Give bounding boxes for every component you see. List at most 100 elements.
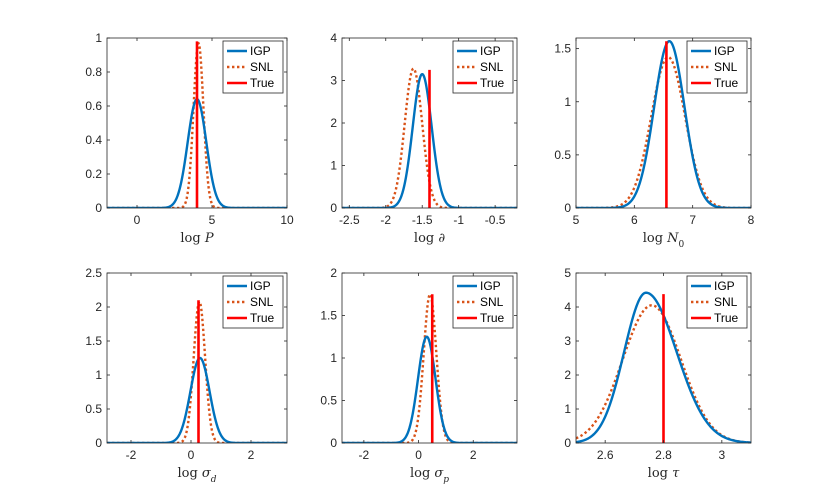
legend-label-true: True bbox=[250, 76, 275, 90]
legend-label-igp: IGP bbox=[480, 279, 501, 293]
y-tick-label: 4 bbox=[330, 31, 337, 45]
legend: IGP SNL True bbox=[222, 40, 284, 94]
series-line-igp bbox=[342, 335, 517, 443]
x-axis-label: log σd bbox=[177, 466, 216, 485]
x-axis-label-part: 0 bbox=[679, 240, 685, 250]
panel-1: 0 5 10 0 0.2 0.4 0.6 0.8 1 log P IGP SNL True bbox=[85, 31, 294, 246]
x-axis-label-part: d bbox=[211, 475, 217, 485]
y-tick-label: 0.4 bbox=[85, 133, 102, 147]
x-tick-label: 2 bbox=[248, 448, 255, 462]
legend-label-igp: IGP bbox=[480, 44, 501, 58]
legend-label-true: True bbox=[714, 76, 739, 90]
x-tick-label: 7 bbox=[689, 213, 696, 227]
y-tick-label: 0 bbox=[564, 436, 571, 450]
y-tick-label: 0.5 bbox=[554, 148, 571, 162]
axes-frame bbox=[106, 272, 288, 444]
y-tick-label: 1.5 bbox=[554, 42, 571, 56]
axes-frame bbox=[575, 37, 752, 209]
y-tick-label: 0 bbox=[330, 201, 337, 215]
x-tick-label: -2 bbox=[126, 448, 137, 462]
legend: IGP SNL True bbox=[686, 40, 748, 94]
y-tick-label: 5 bbox=[564, 266, 571, 280]
x-axis-label-part: log bbox=[648, 466, 672, 481]
y-tick-label: 3 bbox=[564, 334, 571, 348]
x-tick-label: 8 bbox=[748, 213, 755, 227]
x-tick-label: 5 bbox=[209, 213, 216, 227]
x-axis-label-part: σ bbox=[202, 466, 212, 481]
legend-label-snl: SNL bbox=[714, 295, 738, 309]
y-tick-label: 0 bbox=[95, 201, 102, 215]
y-tick-label: 2 bbox=[330, 116, 337, 130]
x-tick-label: -2 bbox=[359, 448, 370, 462]
legend-label-snl: SNL bbox=[714, 60, 738, 74]
legend: IGP SNL True bbox=[686, 275, 748, 329]
x-axis-label-part: N bbox=[666, 231, 679, 246]
x-tick-label: 10 bbox=[280, 213, 294, 227]
x-tick-label: 3 bbox=[718, 448, 725, 462]
panel-4: -2 0 2 0 0.5 1 1.5 2 2.5 log σd IGP SNL True bbox=[85, 266, 288, 485]
x-axis-label: log N0 bbox=[643, 231, 685, 250]
y-tick-label: 1 bbox=[330, 159, 337, 173]
x-axis-label-part: log bbox=[643, 231, 667, 246]
legend-label-true: True bbox=[714, 311, 739, 325]
panel-2: -2.5 -2 -1.5 -1 -0.5 0 1 2 3 4 log ∂ IGP SNL True bbox=[330, 31, 518, 246]
x-tick-label: 2.6 bbox=[597, 448, 614, 462]
series-line-snl bbox=[576, 55, 751, 208]
y-tick-label: 0.2 bbox=[85, 167, 102, 181]
legend-label-snl: SNL bbox=[250, 60, 274, 74]
y-tick-label: 0.8 bbox=[85, 65, 102, 79]
panel-5: -2 0 2 0 0.5 1 1.5 2 log σp IGP SNL True bbox=[320, 266, 518, 485]
y-tick-label: 2.5 bbox=[85, 266, 102, 280]
x-axis-label-part: ∂ bbox=[438, 231, 445, 246]
x-tick-label: -2 bbox=[380, 213, 391, 227]
legend-label-snl: SNL bbox=[480, 60, 504, 74]
legend-label-igp: IGP bbox=[250, 44, 271, 58]
legend-label-true: True bbox=[250, 311, 275, 325]
y-tick-label: 2 bbox=[564, 368, 571, 382]
y-tick-label: 0 bbox=[95, 436, 102, 450]
x-axis-label: log τ bbox=[648, 466, 680, 481]
legend: IGP SNL True bbox=[222, 275, 284, 329]
x-tick-label: 0 bbox=[134, 213, 141, 227]
x-tick-label: 2 bbox=[470, 448, 477, 462]
x-axis-label-part: log bbox=[414, 231, 438, 246]
legend-label-igp: IGP bbox=[714, 279, 735, 293]
x-axis-label: log σp bbox=[410, 466, 449, 485]
y-tick-label: 0 bbox=[564, 201, 571, 215]
legend: IGP SNL True bbox=[452, 40, 514, 94]
x-axis-label-part: p bbox=[443, 475, 449, 485]
y-tick-label: 2 bbox=[330, 266, 337, 280]
y-tick-label: 1.5 bbox=[320, 309, 337, 323]
legend-label-true: True bbox=[480, 311, 505, 325]
x-axis-label: log ∂ bbox=[414, 231, 445, 246]
legend-label-igp: IGP bbox=[714, 44, 735, 58]
x-tick-label: 0 bbox=[188, 448, 195, 462]
x-tick-label: -1 bbox=[453, 213, 464, 227]
x-tick-label: 6 bbox=[631, 213, 638, 227]
x-axis-label-part: P bbox=[204, 231, 214, 246]
x-axis-label: log P bbox=[180, 231, 213, 246]
legend-label-true: True bbox=[480, 76, 505, 90]
y-tick-label: 1.5 bbox=[85, 334, 102, 348]
y-tick-label: 1 bbox=[564, 95, 571, 109]
x-tick-label: -0.5 bbox=[485, 213, 506, 227]
y-tick-label: 0.5 bbox=[320, 394, 337, 408]
y-tick-label: 1 bbox=[95, 31, 102, 45]
y-tick-label: 4 bbox=[564, 300, 571, 314]
x-axis-label-part: log bbox=[410, 466, 434, 481]
series-line-snl bbox=[576, 304, 751, 443]
panel-6: 2.6 2.8 3 0 1 2 3 4 5 log τ IGP SNL True bbox=[564, 266, 752, 481]
x-tick-label: 2.8 bbox=[655, 448, 672, 462]
x-tick-label: 0 bbox=[415, 448, 422, 462]
legend: IGP SNL True bbox=[452, 275, 514, 329]
x-axis-label-part: log bbox=[177, 466, 201, 481]
y-tick-label: 0.6 bbox=[85, 99, 102, 113]
series-line-snl bbox=[107, 300, 287, 443]
series-line-igp bbox=[107, 356, 287, 443]
y-tick-label: 3 bbox=[330, 74, 337, 88]
legend-box bbox=[686, 275, 748, 329]
y-tick-label: 0 bbox=[330, 436, 337, 450]
y-tick-label: 1 bbox=[95, 368, 102, 382]
legend-label-snl: SNL bbox=[480, 295, 504, 309]
